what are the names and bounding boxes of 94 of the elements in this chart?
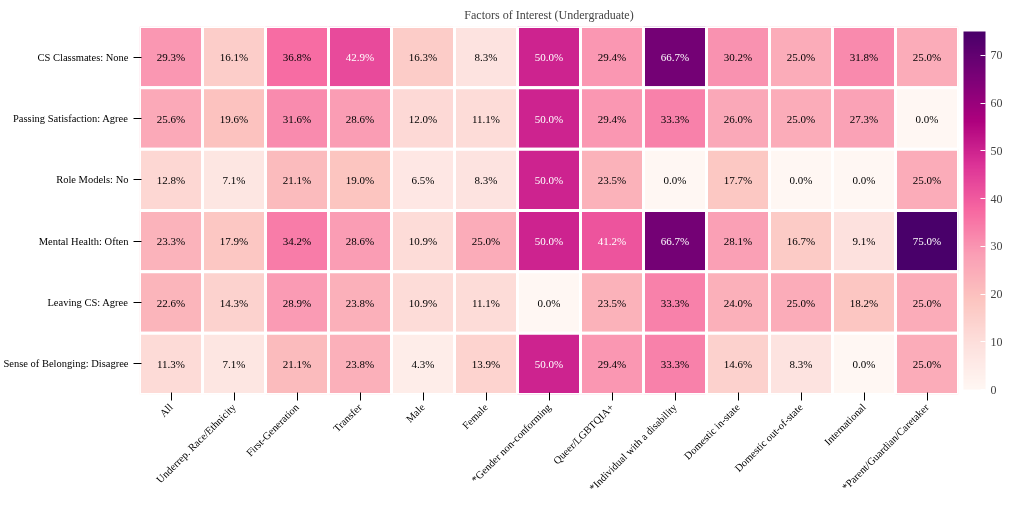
data-label: 23.5% (597, 296, 627, 309)
data-label: 0.0% (663, 173, 687, 186)
data-label: 0.0% (852, 173, 876, 186)
data-label: 16.3% (408, 51, 438, 64)
data-label: 10.9% (408, 235, 438, 248)
data-label: 0.0% (537, 296, 561, 309)
data-label: 9.1% (852, 235, 876, 248)
data-label: 25.0% (912, 173, 942, 186)
data-label: 17.7% (723, 173, 753, 186)
data-label: 17.9% (219, 235, 249, 248)
data-label: 25.0% (912, 51, 942, 64)
data-label: 13.9% (471, 357, 501, 370)
data-label: 42.9% (345, 51, 375, 64)
data-label: 31.6% (282, 112, 312, 125)
data-label: 75.0% (912, 235, 942, 248)
data-label: 14.3% (219, 296, 249, 309)
data-label: 25.0% (786, 51, 816, 64)
y-tick-label: Role Models: No (56, 174, 129, 186)
data-label: 10.9% (408, 296, 438, 309)
data-label: 50.0% (534, 235, 564, 248)
data-label: 22.6% (156, 296, 186, 309)
data-label: 27.3% (849, 112, 879, 125)
data-label: 4.3% (411, 357, 435, 370)
data-label: 28.1% (723, 235, 753, 248)
color-bar-label: 50 (990, 143, 1003, 158)
x-tick-label: All (157, 401, 175, 419)
color-bar-label: 60 (990, 96, 1003, 111)
data-label: 14.6% (723, 357, 753, 370)
data-label: 25.0% (471, 235, 501, 248)
data-label: 12.0% (408, 112, 438, 125)
data-label: 8.3% (474, 51, 498, 64)
data-label: 25.0% (786, 296, 816, 309)
data-label: 23.5% (597, 173, 627, 186)
color-bar-label: 20 (990, 287, 1003, 302)
data-label: 16.1% (219, 51, 249, 64)
data-label: 18.2% (849, 296, 879, 309)
data-label: 50.0% (534, 357, 564, 370)
data-label: 0.0% (789, 173, 813, 186)
data-label: 50.0% (534, 51, 564, 64)
data-label: 16.7% (786, 235, 816, 248)
data-label: 23.8% (345, 357, 375, 370)
data-label: 34.2% (282, 235, 312, 248)
color-bar-label: 30 (990, 239, 1003, 254)
data-label: 25.6% (156, 112, 186, 125)
data-label: 26.0% (723, 112, 753, 125)
data-label: 21.1% (282, 357, 312, 370)
data-label: 6.5% (411, 173, 435, 186)
data-label: 11.1% (472, 112, 501, 125)
data-label: 23.8% (345, 296, 375, 309)
color-bar-label: 0 (990, 382, 997, 397)
y-tick-label: Passing Satisfaction: Agree (13, 113, 129, 124)
y-tick-label: Mental Health: Often (38, 235, 130, 247)
data-label: 66.7% (660, 235, 690, 248)
color-bar-label: 10 (990, 334, 1003, 349)
y-tick-label: Sense of Belonging: Disagree (3, 358, 129, 370)
y-tick-label: CS Classmates: None (37, 51, 129, 63)
data-label: 31.8% (849, 51, 879, 64)
data-label: 41.2% (597, 235, 627, 248)
data-label: 29.4% (597, 51, 627, 64)
data-label: 33.3% (660, 112, 690, 125)
color-bar-label: 70 (990, 48, 1003, 63)
data-label: 24.0% (723, 296, 753, 309)
data-label: 33.3% (660, 296, 690, 309)
data-label: 7.1% (222, 357, 246, 370)
data-label: 29.3% (156, 51, 186, 64)
data-label: 21.1% (282, 173, 312, 186)
data-label: 28.6% (345, 235, 375, 248)
data-label: 12.8% (156, 173, 186, 186)
data-label: 29.4% (597, 112, 627, 125)
y-tick-label: Leaving CS: Agree (47, 297, 129, 308)
data-label: 11.1% (472, 296, 501, 309)
data-label: 23.3% (156, 235, 186, 248)
data-label: 25.0% (786, 112, 816, 125)
data-label: 33.3% (660, 357, 690, 370)
chart-title: Factors of Interest (Undergraduate) (464, 7, 634, 22)
data-label: 0.0% (852, 357, 876, 370)
color-bar-label: 40 (990, 191, 1003, 206)
data-label: 30.2% (723, 51, 753, 64)
data-label: 50.0% (534, 112, 564, 125)
data-label: 29.4% (597, 357, 627, 370)
data-label: 7.1% (222, 173, 246, 186)
data-label: 19.6% (219, 112, 249, 125)
data-label: 36.8% (282, 51, 312, 64)
data-label: 28.6% (345, 112, 375, 125)
data-label: 19.0% (345, 173, 375, 186)
data-label: 50.0% (534, 173, 564, 186)
data-label: 8.3% (474, 173, 498, 186)
data-label: 66.7% (660, 51, 690, 64)
data-label: 11.3% (157, 357, 186, 370)
data-label: 25.0% (912, 296, 942, 309)
data-label: 28.9% (282, 296, 312, 309)
data-label: 25.0% (912, 357, 942, 370)
data-label: 8.3% (789, 357, 813, 370)
data-label: 0.0% (915, 112, 939, 125)
